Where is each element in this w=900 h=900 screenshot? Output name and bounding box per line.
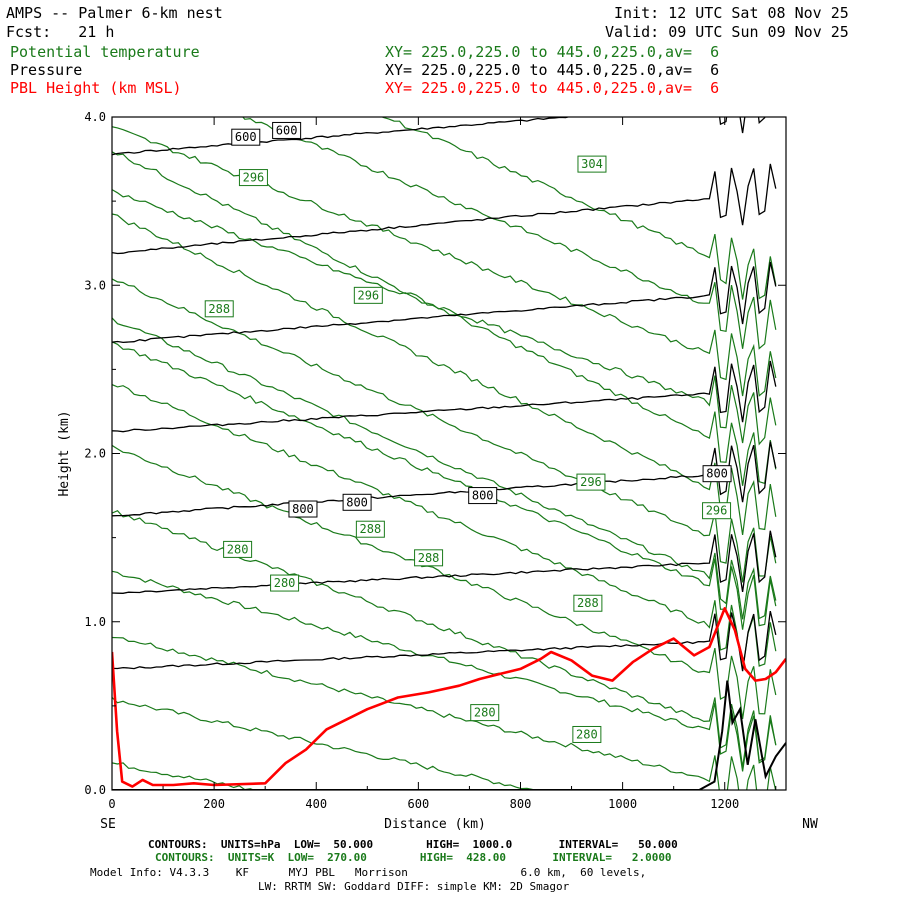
contour-label-6: 800 [706, 467, 728, 481]
footer-theta-contours: CONTOURS: UNITS=K LOW= 270.00 HIGH= 428.… [155, 851, 672, 864]
contour-label-11: 800 [292, 502, 314, 516]
x-axis-left-end-label: SE [100, 817, 116, 832]
contour-label-9: 800 [472, 489, 494, 503]
theta-contour-304-minor-1 [112, 126, 777, 397]
x-tick-label-800: 800 [510, 797, 532, 811]
x-tick-label-400: 400 [305, 797, 327, 811]
terrain-line [112, 680, 786, 790]
theta-contour-304-minor-2 [112, 189, 777, 446]
pressure-contour-600 [112, 117, 766, 156]
contour-label-box-4 [204, 300, 234, 318]
legend-pressure-xy: XY= 225.0,225.0 to 445.0,225.0,av= 6 [385, 61, 720, 79]
theta-contour-288-minor-0 [112, 384, 777, 670]
pressure-contour-800 [112, 441, 777, 517]
x-tick-label-1000: 1000 [608, 797, 637, 811]
contour-label-14: 280 [227, 542, 249, 556]
contour-label-box-14 [223, 540, 253, 558]
theta-contour-304 [381, 117, 777, 300]
theta-contour-280-minor-1 [112, 696, 535, 790]
y-tick-label-3: 3.0 [84, 278, 106, 292]
contour-label-box-5 [353, 286, 383, 304]
contour-label-box-9 [468, 487, 498, 505]
theta-contour-296-minor-2 [112, 341, 777, 630]
contour-label-box-11 [288, 500, 318, 518]
contour-label-box-15 [270, 574, 300, 592]
pbl-height-line [112, 606, 786, 788]
contour-label-5: 296 [357, 288, 379, 302]
contour-label-box-18 [572, 725, 602, 743]
plot-series-group: 600 600 296 304 288 296 800 296 296 800 800 800 288 2… [112, 117, 786, 790]
theta-contour-288 [112, 317, 777, 620]
contour-label-16: 288 [577, 596, 599, 610]
contour-label-box-3 [577, 155, 607, 173]
legend-pbl-xy: XY= 225.0,225.0 to 445.0,225.0,av= 6 [385, 79, 720, 97]
contour-label-12: 288 [360, 522, 382, 536]
contour-label-box-10 [342, 493, 372, 511]
contour-label-0: 600 [235, 130, 257, 144]
contour-label-box-2 [238, 169, 268, 187]
contour-label-18: 280 [576, 727, 598, 741]
contour-label-box-1 [272, 121, 302, 139]
contour-label-3: 304 [581, 157, 603, 171]
footer-model-info: Model Info: V4.3.3 KF MYJ PBL Morrison 6… [90, 866, 647, 879]
theta-contour-296 [112, 151, 777, 486]
contour-label-8: 296 [706, 504, 728, 518]
contour-label-box-7 [576, 473, 606, 491]
contour-label-box-13 [414, 549, 444, 567]
chart-title: AMPS -- Palmer 6-km nest [6, 4, 223, 22]
contour-label-7: 296 [580, 475, 602, 489]
contour-label-box-12 [355, 520, 385, 538]
contour-label-2: 296 [243, 171, 265, 185]
contour-label-10: 800 [346, 495, 368, 509]
footer-pressure-contours: CONTOURS: UNITS=hPa LOW= 50.000 HIGH= 10… [148, 838, 678, 851]
y-tick-label-1: 1.0 [84, 615, 106, 629]
init-time: Init: 12 UTC Sat 08 Nov 25 [614, 4, 849, 22]
theta-contour-296-minor-1 [112, 278, 777, 583]
contour-label-13: 288 [418, 551, 440, 565]
theta-contour-288-minor-2 [112, 509, 777, 768]
contour-label-box-0 [231, 128, 261, 146]
contour-label-box-8 [702, 502, 732, 520]
y-tick-label-2: 2.0 [84, 447, 106, 461]
contour-label-15: 280 [274, 576, 296, 590]
theta-contour-296-minor-0 [112, 213, 777, 535]
pressure-contour-850 [112, 530, 777, 594]
contour-label-17: 280 [474, 706, 496, 720]
x-tick-label-200: 200 [203, 797, 225, 811]
valid-time: Valid: 09 UTC Sun 09 Nov 25 [605, 23, 849, 41]
theta-contour-304-minor-0 [242, 117, 777, 350]
contour-label-4: 288 [208, 302, 230, 316]
x-axis-label: Distance (km) [384, 817, 486, 832]
theta-contour-288-minor-1 [112, 444, 777, 719]
y-tick-label-4: 4.0 [84, 110, 106, 124]
x-tick-label-600: 600 [408, 797, 430, 811]
legend-theta-xy: XY= 225.0,225.0 to 445.0,225.0,av= 6 [385, 43, 720, 61]
x-axis-right-end-label: NW [802, 817, 818, 832]
pressure-contour-700 [112, 261, 777, 344]
legend-pbl-name: PBL Height (km MSL) [10, 79, 182, 97]
x-tick-label-1200: 1200 [710, 797, 739, 811]
legend-pressure-name: Pressure [10, 61, 83, 79]
contour-label-box-6 [702, 465, 732, 483]
footer-physics-info: LW: RRTM SW: Goddard DIFF: simple KM: 2D… [258, 880, 570, 893]
legend-theta-name: Potential temperature [10, 43, 200, 61]
pressure-contour-750 [112, 360, 777, 433]
forecast-hour: Fcst: 21 h [6, 23, 115, 41]
contour-label-box-16 [573, 594, 603, 612]
theta-contour-280-minor-2 [112, 762, 256, 790]
contour-label-1: 600 [276, 123, 298, 137]
contour-label-box-17 [470, 704, 500, 722]
y-tick-label-0: 0.0 [84, 783, 106, 797]
x-tick-label-0: 0 [108, 797, 115, 811]
pressure-contour-650 [112, 163, 777, 255]
y-axis-label: Height (km) [57, 410, 72, 496]
theta-contour-280 [112, 570, 777, 772]
theta-contour-280-minor-0 [112, 636, 777, 790]
